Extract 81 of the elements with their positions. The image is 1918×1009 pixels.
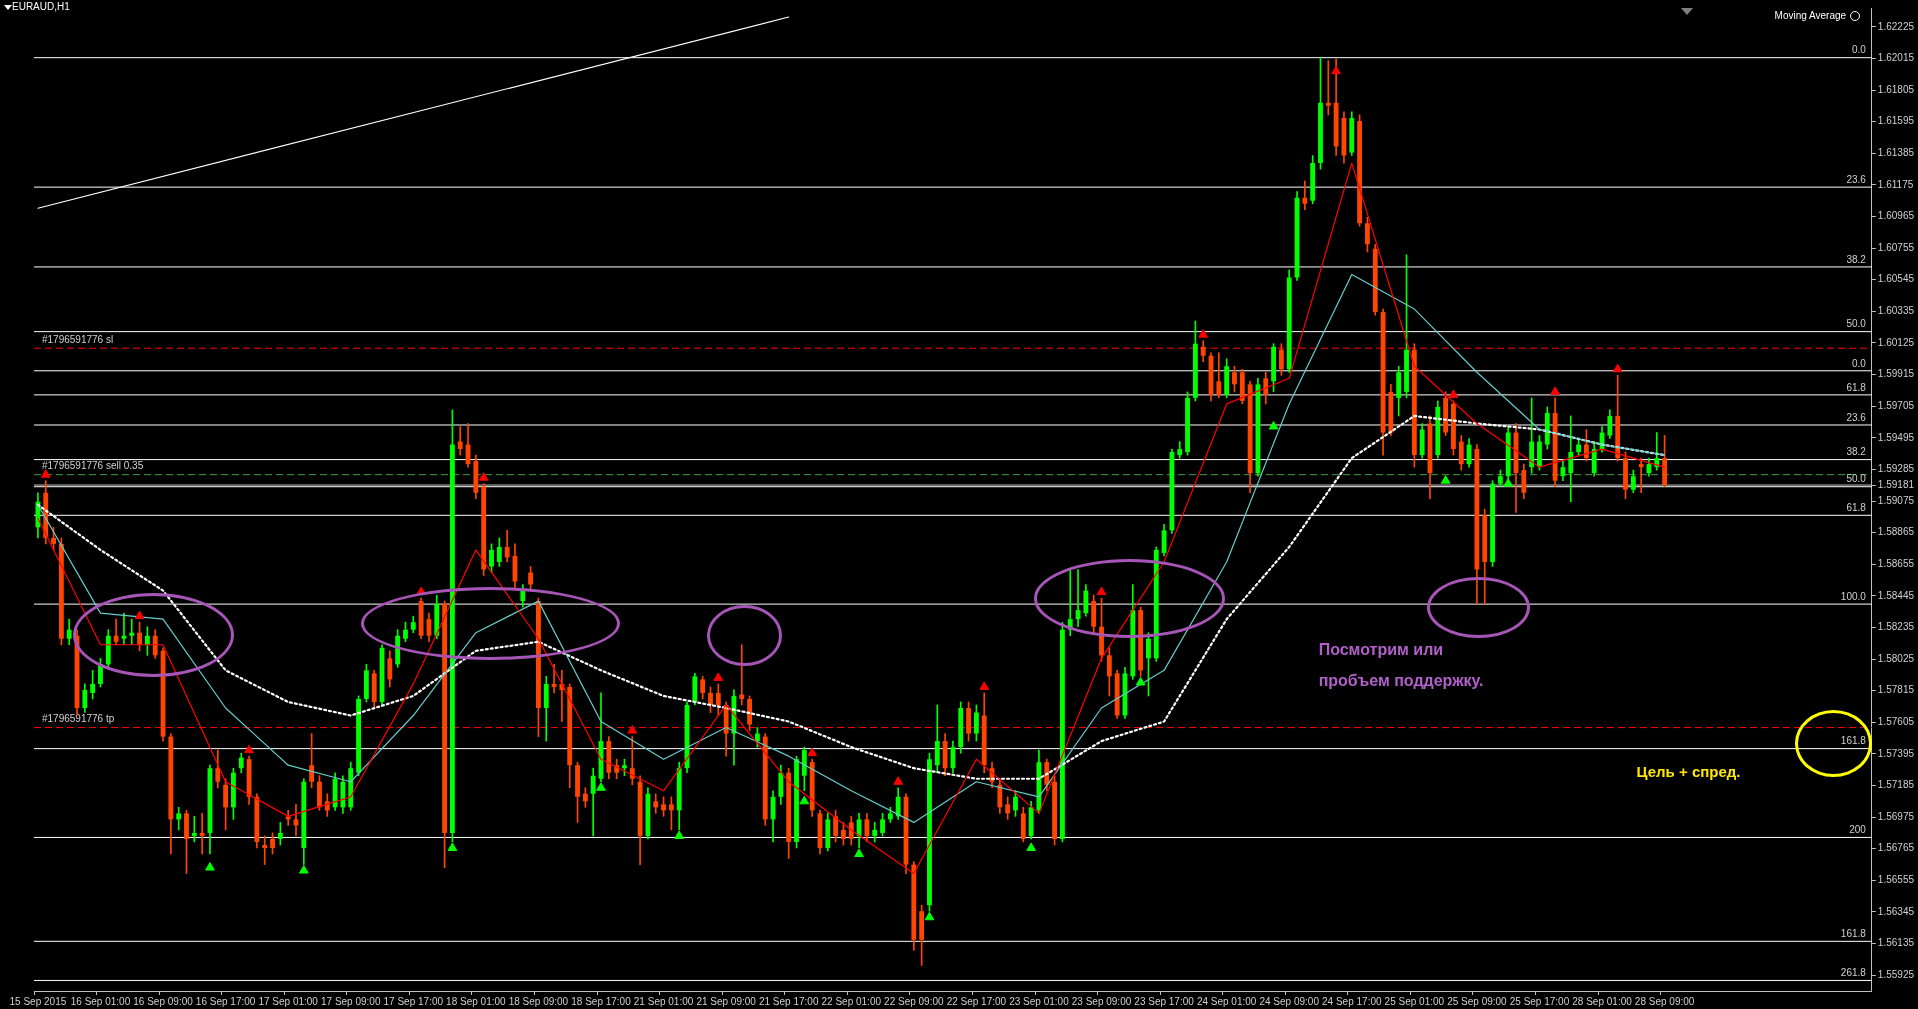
x-tick-label: 25 Sep 09:00 [1447, 995, 1508, 1007]
annotation: Цель + спред. [1636, 762, 1741, 782]
y-tick-label: 1.59181 [1877, 478, 1915, 490]
y-tick-label: 1.58235 [1877, 621, 1915, 633]
y-tick-label: 1.55925 [1877, 968, 1915, 980]
x-tick-label: 24 Sep 09:00 [1259, 995, 1320, 1007]
annotation: 0.0 [1851, 357, 1867, 369]
ref-line-label: #1796591776 sell 0.35 [42, 460, 144, 472]
x-tick-label: 17 Sep 09:00 [320, 995, 381, 1007]
x-tick-label: 16 Sep 17:00 [195, 995, 256, 1007]
chart-title: EURAUD,H1 [12, 1, 70, 12]
x-tick-label: 24 Sep 17:00 [1322, 995, 1382, 1007]
x-tick-label: 24 Sep 01:00 [1196, 995, 1257, 1007]
y-tick-label: 1.57815 [1877, 684, 1915, 696]
x-tick-label: 22 Sep 01:00 [821, 995, 882, 1007]
annotation: 38.2 [1846, 446, 1867, 458]
annotation: 23.6 [1846, 411, 1867, 423]
annotation: Moving Average [1774, 9, 1847, 22]
y-tick-label: 1.59285 [1877, 463, 1915, 475]
annotation: Посмотрим или пробъем поддержку. [1318, 640, 1484, 691]
y-tick-label: 1.60125 [1877, 336, 1915, 348]
y-tick-label: 1.57185 [1877, 779, 1915, 791]
y-tick-label: 1.56555 [1877, 874, 1915, 886]
y-tick-label: 1.58445 [1877, 589, 1915, 601]
x-tick-label: 17 Sep 01:00 [258, 995, 319, 1007]
ref-line-label: #1796591776 sl [42, 333, 114, 345]
annotation: 61.8 [1846, 502, 1867, 514]
y-tick-label: 1.59915 [1877, 368, 1915, 380]
annotation: 161.8 [1840, 735, 1867, 747]
x-tick-label: 16 Sep 01:00 [70, 995, 131, 1007]
x-tick-label: 28 Sep 01:00 [1572, 995, 1633, 1007]
y-tick-label: 1.58865 [1877, 526, 1915, 538]
x-tick-label: 21 Sep 09:00 [696, 995, 757, 1007]
annotation: 50.0 [1846, 318, 1867, 330]
annotation: 61.8 [1846, 381, 1867, 393]
y-tick-label: 1.59495 [1877, 431, 1915, 443]
y-tick-label: 1.57605 [1877, 716, 1915, 728]
y-tick-label: 1.57395 [1877, 747, 1915, 759]
annotation: 200 [1849, 824, 1867, 836]
y-tick-label: 1.60335 [1877, 305, 1915, 317]
y-tick-label: 1.60965 [1877, 210, 1915, 222]
x-tick-label: 28 Sep 09:00 [1634, 995, 1695, 1007]
x-tick-label: 18 Sep 01:00 [446, 995, 507, 1007]
x-tick-label: 18 Sep 17:00 [571, 995, 632, 1007]
x-tick-label: 21 Sep 17:00 [758, 995, 819, 1007]
x-tick-label: 22 Sep 17:00 [946, 995, 1007, 1007]
y-tick-label: 1.62015 [1877, 52, 1915, 64]
y-tick-label: 1.60545 [1877, 273, 1915, 285]
y-tick-label: 1.61385 [1877, 147, 1915, 159]
x-tick-label: 15 Sep 2015 [9, 995, 67, 1007]
annotation: 50.0 [1846, 473, 1867, 485]
y-tick-label: 1.61805 [1877, 83, 1915, 95]
y-tick-label: 1.56345 [1877, 905, 1915, 917]
y-tick-label: 1.58025 [1877, 652, 1915, 664]
annotation: 261.8 [1840, 967, 1867, 979]
y-tick-label: 1.58655 [1877, 557, 1915, 569]
x-tick-label: 17 Sep 17:00 [383, 995, 444, 1007]
x-tick-label: 18 Sep 09:00 [508, 995, 569, 1007]
x-tick-label: 25 Sep 01:00 [1384, 995, 1445, 1007]
y-tick-label: 1.56765 [1877, 842, 1915, 854]
annotation: 161.8 [1840, 928, 1867, 940]
x-tick-label: 23 Sep 09:00 [1071, 995, 1132, 1007]
annotation: 0.0 [1851, 44, 1867, 56]
y-tick-label: 1.56135 [1877, 937, 1915, 949]
y-tick-label: 1.60755 [1877, 241, 1915, 253]
x-tick-label: 21 Sep 01:00 [633, 995, 694, 1007]
ref-line-label: #1796591776 tp [42, 713, 115, 725]
y-tick-label: 1.61595 [1877, 115, 1915, 127]
x-tick-label: 22 Sep 09:00 [884, 995, 945, 1007]
x-tick-label: 16 Sep 09:00 [133, 995, 194, 1007]
y-tick-label: 1.61175 [1877, 178, 1914, 190]
x-tick-label: 23 Sep 01:00 [1009, 995, 1070, 1007]
y-tick-label: 1.59705 [1877, 399, 1915, 411]
y-tick-label: 1.56975 [1877, 810, 1915, 822]
y-tick-label: 1.62225 [1877, 20, 1915, 32]
annotation: 38.2 [1846, 253, 1867, 265]
annotation: 23.6 [1846, 173, 1867, 185]
annotation: 100.0 [1840, 590, 1867, 602]
y-tick-label: 1.59075 [1877, 494, 1915, 506]
x-tick-label: 25 Sep 17:00 [1509, 995, 1570, 1007]
x-tick-label: 23 Sep 17:00 [1134, 995, 1195, 1007]
